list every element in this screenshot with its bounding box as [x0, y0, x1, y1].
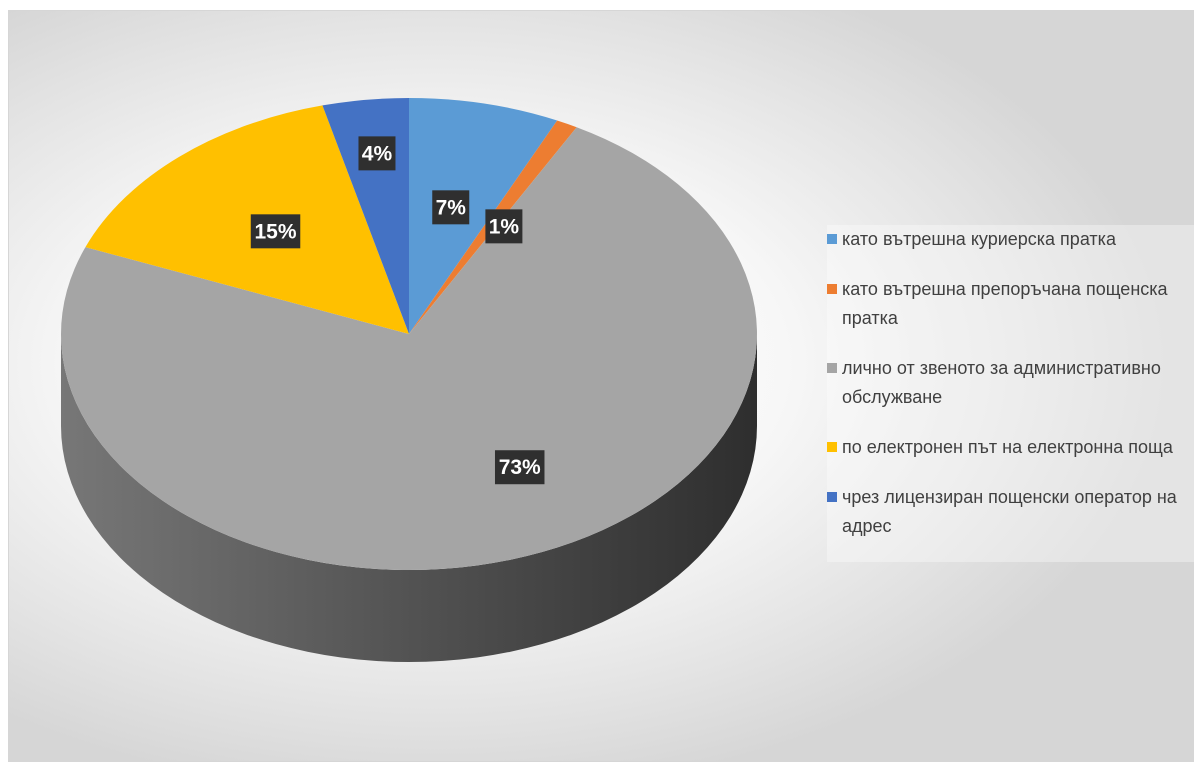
legend-item: чрез лицензиран пощенски оператор на адр…	[827, 483, 1199, 541]
data-label-text: 7%	[436, 196, 467, 219]
legend: като вътрешна куриерска пратка като вътр…	[827, 225, 1199, 562]
data-label: 4%	[358, 136, 396, 171]
data-label-text: 15%	[255, 220, 297, 243]
legend-swatch	[827, 234, 837, 244]
legend-label: по електронен път на електронна поща	[842, 437, 1173, 457]
legend-swatch	[827, 284, 837, 294]
pie-chart: 7% 1% 73% 15% 4%	[61, 98, 758, 662]
pie-slice	[85, 105, 410, 335]
data-label-background	[250, 214, 301, 249]
legend-label: като вътрешна препоръчана пощенска пратк…	[842, 279, 1168, 328]
legend-label: лично от звеното за административно обсл…	[842, 358, 1161, 407]
pie-side-wall	[61, 334, 757, 662]
data-label: 15%	[250, 214, 301, 249]
chart-area: 7% 1% 73% 15% 4% като вътрешна куриерска пра…	[8, 10, 1199, 762]
data-label-text: 4%	[362, 142, 393, 165]
data-label: 1%	[485, 209, 523, 244]
legend-swatch	[827, 442, 837, 452]
data-label-background	[494, 450, 545, 485]
legend-item: по електронен път на електронна поща	[827, 433, 1199, 462]
legend-label: чрез лицензиран пощенски оператор на адр…	[842, 487, 1177, 536]
legend-swatch	[827, 492, 837, 502]
data-label-text: 73%	[499, 456, 541, 479]
legend-item: като вътрешна препоръчана пощенска пратк…	[827, 275, 1199, 333]
legend-label: като вътрешна куриерска пратка	[842, 229, 1116, 249]
data-label-background	[485, 209, 523, 244]
pie-slice	[409, 98, 558, 334]
data-label-background	[358, 136, 396, 171]
data-label: 73%	[494, 450, 545, 485]
legend-item: лично от звеното за административно обсл…	[827, 354, 1199, 412]
data-label-background	[432, 190, 470, 225]
legend-swatch	[827, 363, 837, 373]
legend-item: като вътрешна куриерска пратка	[827, 225, 1199, 254]
data-label: 7%	[432, 190, 470, 225]
pie-slice	[61, 127, 758, 570]
data-label-text: 1%	[489, 215, 520, 238]
